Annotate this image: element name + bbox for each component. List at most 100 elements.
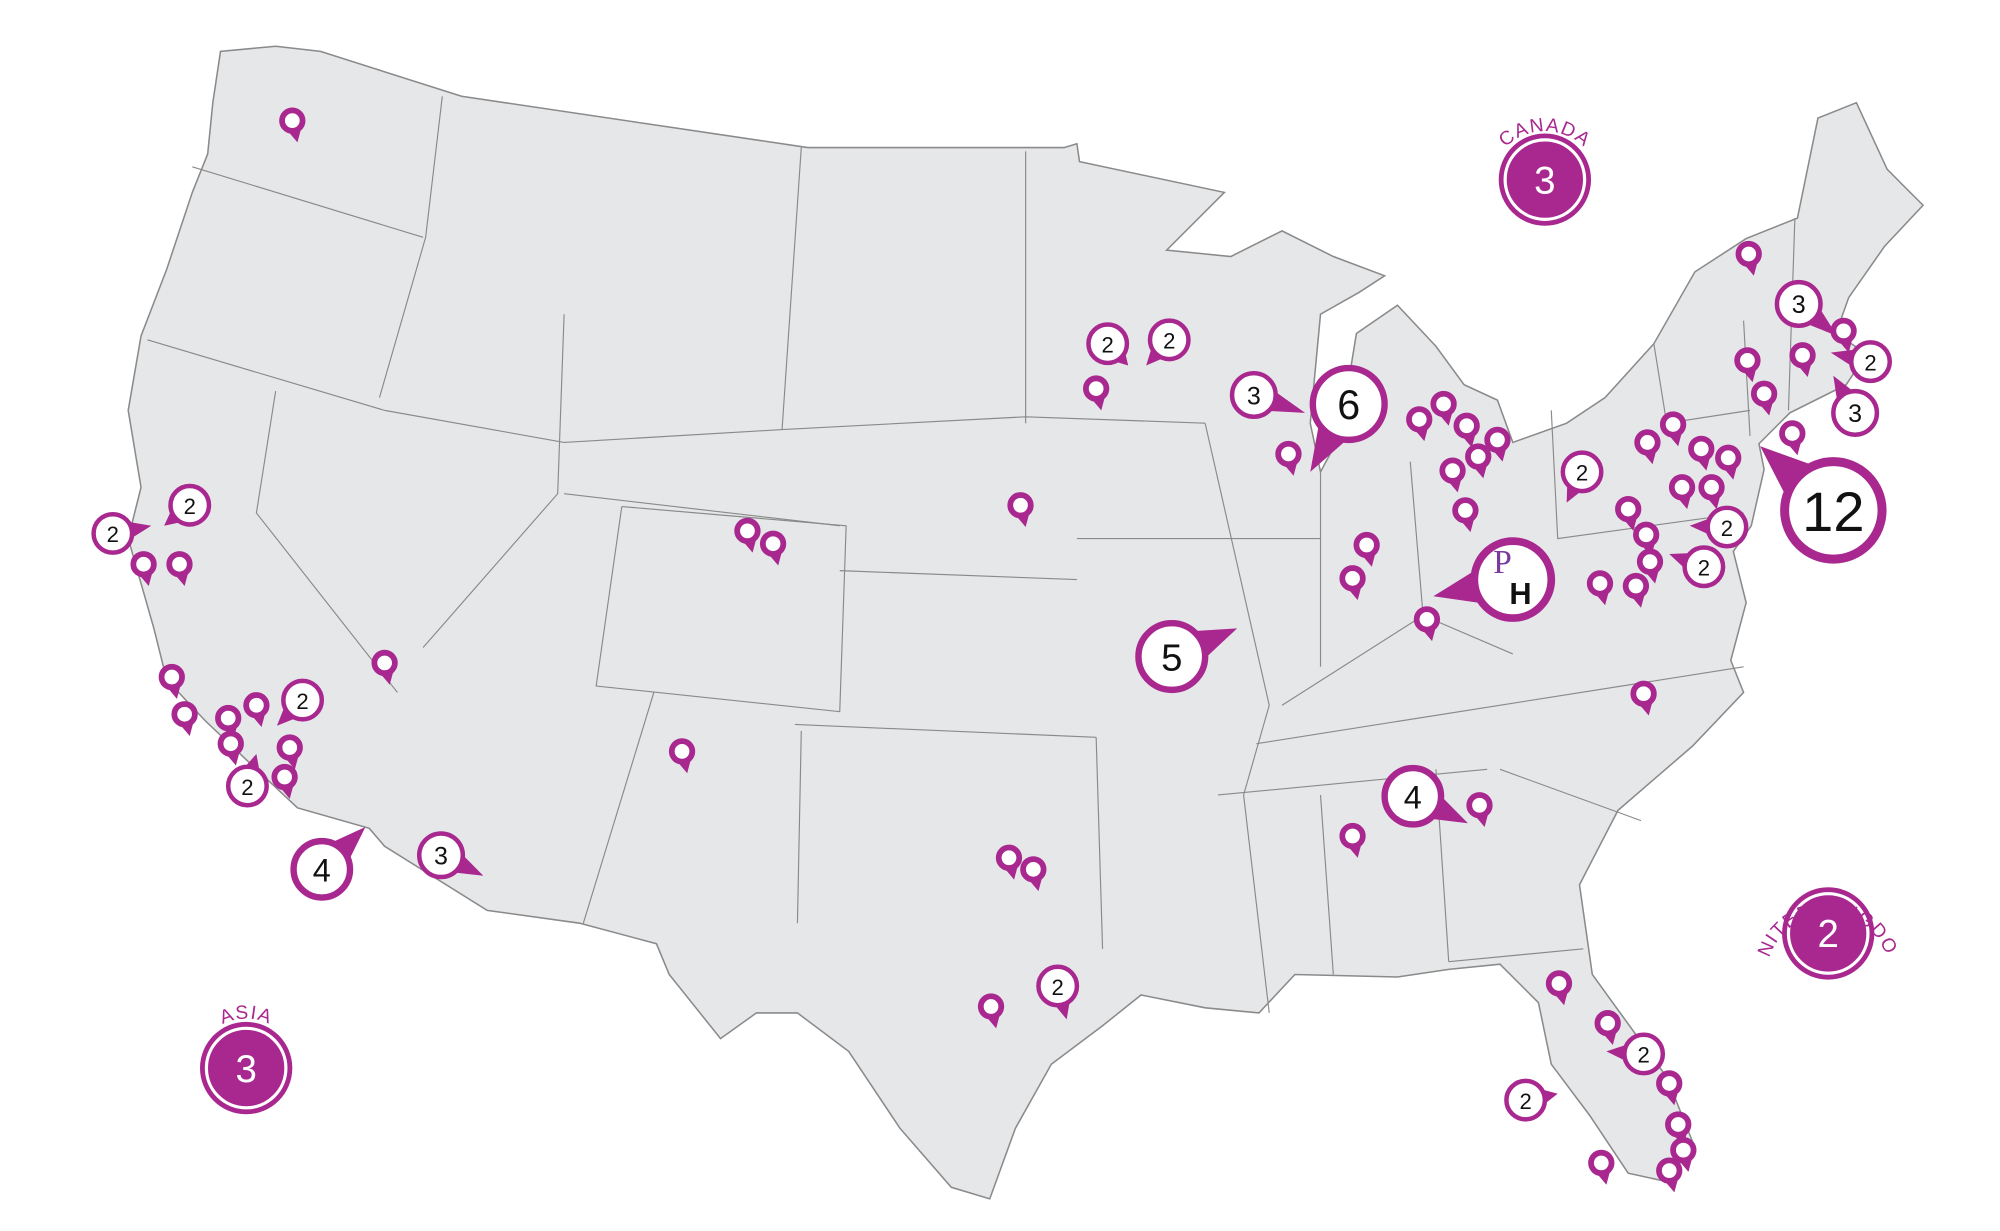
location-pin-icon[interactable] <box>1413 606 1441 642</box>
location-pin-icon[interactable] <box>1665 1111 1692 1147</box>
count-marker-new-england[interactable]: 3 <box>1774 279 1838 337</box>
location-pin-icon[interactable] <box>276 734 303 770</box>
location-pin-icon[interactable] <box>1688 435 1715 471</box>
location-pin-icon[interactable] <box>1735 240 1762 276</box>
count-marker-chicago[interactable]: 6 <box>1309 364 1388 472</box>
location-pin-icon[interactable] <box>1622 572 1650 608</box>
location-pin-icon[interactable] <box>166 551 193 587</box>
location-pin-icon[interactable] <box>977 993 1005 1029</box>
count-marker-southern-california[interactable]: 2 <box>276 678 325 726</box>
location-pin-icon[interactable] <box>217 730 244 766</box>
location-pin-icon[interactable] <box>1634 429 1661 465</box>
count-marker-new-england[interactable]: 3 <box>1831 375 1880 437</box>
location-pin-icon[interactable] <box>995 844 1023 880</box>
marker-circle <box>290 837 354 901</box>
count-marker-northern-california[interactable]: 2 <box>164 483 212 527</box>
count-marker-minnesota[interactable]: 2 <box>1146 318 1191 366</box>
location-pin-icon[interactable] <box>1789 342 1816 378</box>
count-marker-georgia[interactable]: 4 <box>1381 764 1468 828</box>
location-pin-icon[interactable] <box>271 763 298 799</box>
location-pin-icon[interactable] <box>1430 390 1457 426</box>
location-count: 2 <box>1864 350 1876 375</box>
location-pin-icon[interactable] <box>371 649 398 685</box>
location-pin-icon[interactable] <box>1670 1136 1697 1172</box>
location-pin-icon[interactable] <box>1452 497 1479 533</box>
location-pin-icon[interactable] <box>1594 1010 1621 1045</box>
location-pin-icon[interactable] <box>1630 680 1657 716</box>
location-pin-icon[interactable] <box>1007 492 1034 528</box>
state-border <box>1550 410 1744 540</box>
location-pin-icon[interactable] <box>668 738 696 774</box>
location-pin-icon[interactable] <box>1779 420 1806 456</box>
count-marker-florida[interactable]: 2 <box>1606 1032 1666 1076</box>
state-border <box>794 723 1097 738</box>
count-marker-wisconsin[interactable]: 3 <box>1229 370 1306 420</box>
count-marker-san-diego[interactable]: 4 <box>290 827 366 901</box>
location-pin-icon[interactable] <box>158 663 185 699</box>
location-pin-icon[interactable] <box>1656 1157 1683 1193</box>
location-pin-icon[interactable] <box>759 530 787 566</box>
location-pin-icon[interactable] <box>1586 570 1614 606</box>
location-pin-icon[interactable] <box>1339 822 1366 858</box>
location-pin-icon[interactable] <box>1636 548 1664 584</box>
location-pin-icon[interactable] <box>243 692 270 728</box>
location-pin-icon[interactable] <box>1715 444 1742 480</box>
marker-circle <box>1705 505 1749 549</box>
location-pin-icon[interactable] <box>1734 347 1761 383</box>
location-pin-icon[interactable] <box>1633 521 1660 557</box>
location-pin-icon[interactable] <box>1275 440 1302 476</box>
location-pin-icon[interactable] <box>1453 412 1480 448</box>
location-pin-icon[interactable] <box>1659 411 1687 447</box>
location-pin-icon[interactable] <box>279 107 306 143</box>
count-marker-mid-atlantic[interactable]: 2 <box>1689 505 1749 549</box>
marker-circle <box>91 511 135 555</box>
location-pin-icon[interactable] <box>1353 531 1380 567</box>
count-marker-new-england[interactable]: 2 <box>1830 340 1892 384</box>
location-pin-icon[interactable] <box>1083 375 1110 411</box>
count-marker-minnesota[interactable]: 2 <box>1086 322 1130 366</box>
location-pin-icon[interactable] <box>1588 1149 1615 1185</box>
state-border <box>796 730 802 924</box>
count-marker-pennsylvania[interactable]: 2 <box>1560 450 1604 503</box>
location-pin-icon[interactable] <box>1439 457 1466 493</box>
state-border <box>192 166 424 238</box>
location-pin-icon[interactable] <box>734 517 761 553</box>
state-border <box>1448 948 1584 963</box>
location-pin-icon[interactable] <box>1750 380 1778 416</box>
marker-circle <box>1504 1078 1548 1122</box>
count-marker-arizona[interactable]: 3 <box>416 831 484 880</box>
location-count: 2 <box>107 522 119 547</box>
count-marker-northern-california[interactable]: 2 <box>91 511 152 555</box>
count-marker-mid-atlantic[interactable]: 2 <box>1669 545 1726 589</box>
count-marker-southern-california[interactable]: 2 <box>225 753 269 808</box>
location-pin-icon[interactable] <box>215 704 242 740</box>
location-count: 2 <box>1519 1089 1531 1114</box>
marker-circle <box>1560 450 1604 494</box>
location-pin-icon[interactable] <box>1615 495 1642 531</box>
location-pin-icon[interactable] <box>171 701 198 737</box>
location-pin-icon[interactable] <box>130 551 157 587</box>
location-pin-icon[interactable] <box>1484 426 1511 462</box>
location-pin-icon[interactable] <box>1339 565 1366 601</box>
count-marker-missouri[interactable]: 5 <box>1135 619 1238 694</box>
location-pin-icon[interactable] <box>1545 970 1573 1006</box>
location-count: 4 <box>1404 780 1422 816</box>
location-pin-icon[interactable] <box>1406 406 1433 442</box>
location-count: 2 <box>1637 1043 1649 1068</box>
state-border <box>378 96 443 398</box>
headquarters-marker[interactable]: P H <box>1433 537 1556 622</box>
location-pin-icon[interactable] <box>1656 1070 1683 1106</box>
count-marker-florida[interactable]: 2 <box>1504 1078 1558 1122</box>
location-pin-icon[interactable] <box>1465 443 1492 479</box>
marker-circle <box>168 483 212 527</box>
location-pin-icon[interactable] <box>1466 792 1493 828</box>
location-pin-icon[interactable] <box>1020 856 1047 892</box>
location-pin-icon[interactable] <box>1698 474 1725 510</box>
logo-p: P <box>1493 544 1512 581</box>
count-marker-new-york[interactable]: 12 <box>1760 446 1887 564</box>
count-marker-texas[interactable]: 2 <box>1036 964 1080 1020</box>
location-pin-icon[interactable] <box>1668 474 1696 510</box>
